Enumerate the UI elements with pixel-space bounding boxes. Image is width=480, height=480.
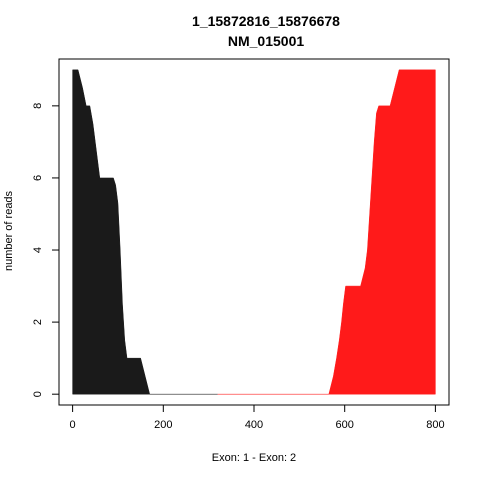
chart-title: 1_15872816_15876678	[192, 13, 340, 29]
series-layer	[72, 69, 436, 395]
x-tick-label: 0	[70, 419, 76, 431]
x-tick-label: 800	[426, 419, 444, 431]
series-area-1	[72, 69, 218, 395]
y-axis: 0 2 4 6 8	[32, 103, 60, 397]
x-tick-label: 200	[154, 419, 172, 431]
y-axis-label: number of reads	[3, 190, 15, 271]
x-axis-label: Exon: 1 - Exon: 2	[212, 452, 296, 464]
series-area-2	[217, 69, 436, 395]
y-tick-label: 2	[32, 319, 44, 325]
y-tick-label: 0	[32, 391, 44, 397]
y-tick-label: 8	[32, 103, 44, 109]
x-tick-label: 600	[336, 419, 354, 431]
y-tick-label: 4	[32, 247, 44, 253]
x-tick-label: 400	[245, 419, 263, 431]
chart-subtitle: NM_015001	[228, 33, 304, 49]
x-axis: 0 200 400 600 800	[70, 404, 445, 431]
y-tick-label: 6	[32, 175, 44, 181]
